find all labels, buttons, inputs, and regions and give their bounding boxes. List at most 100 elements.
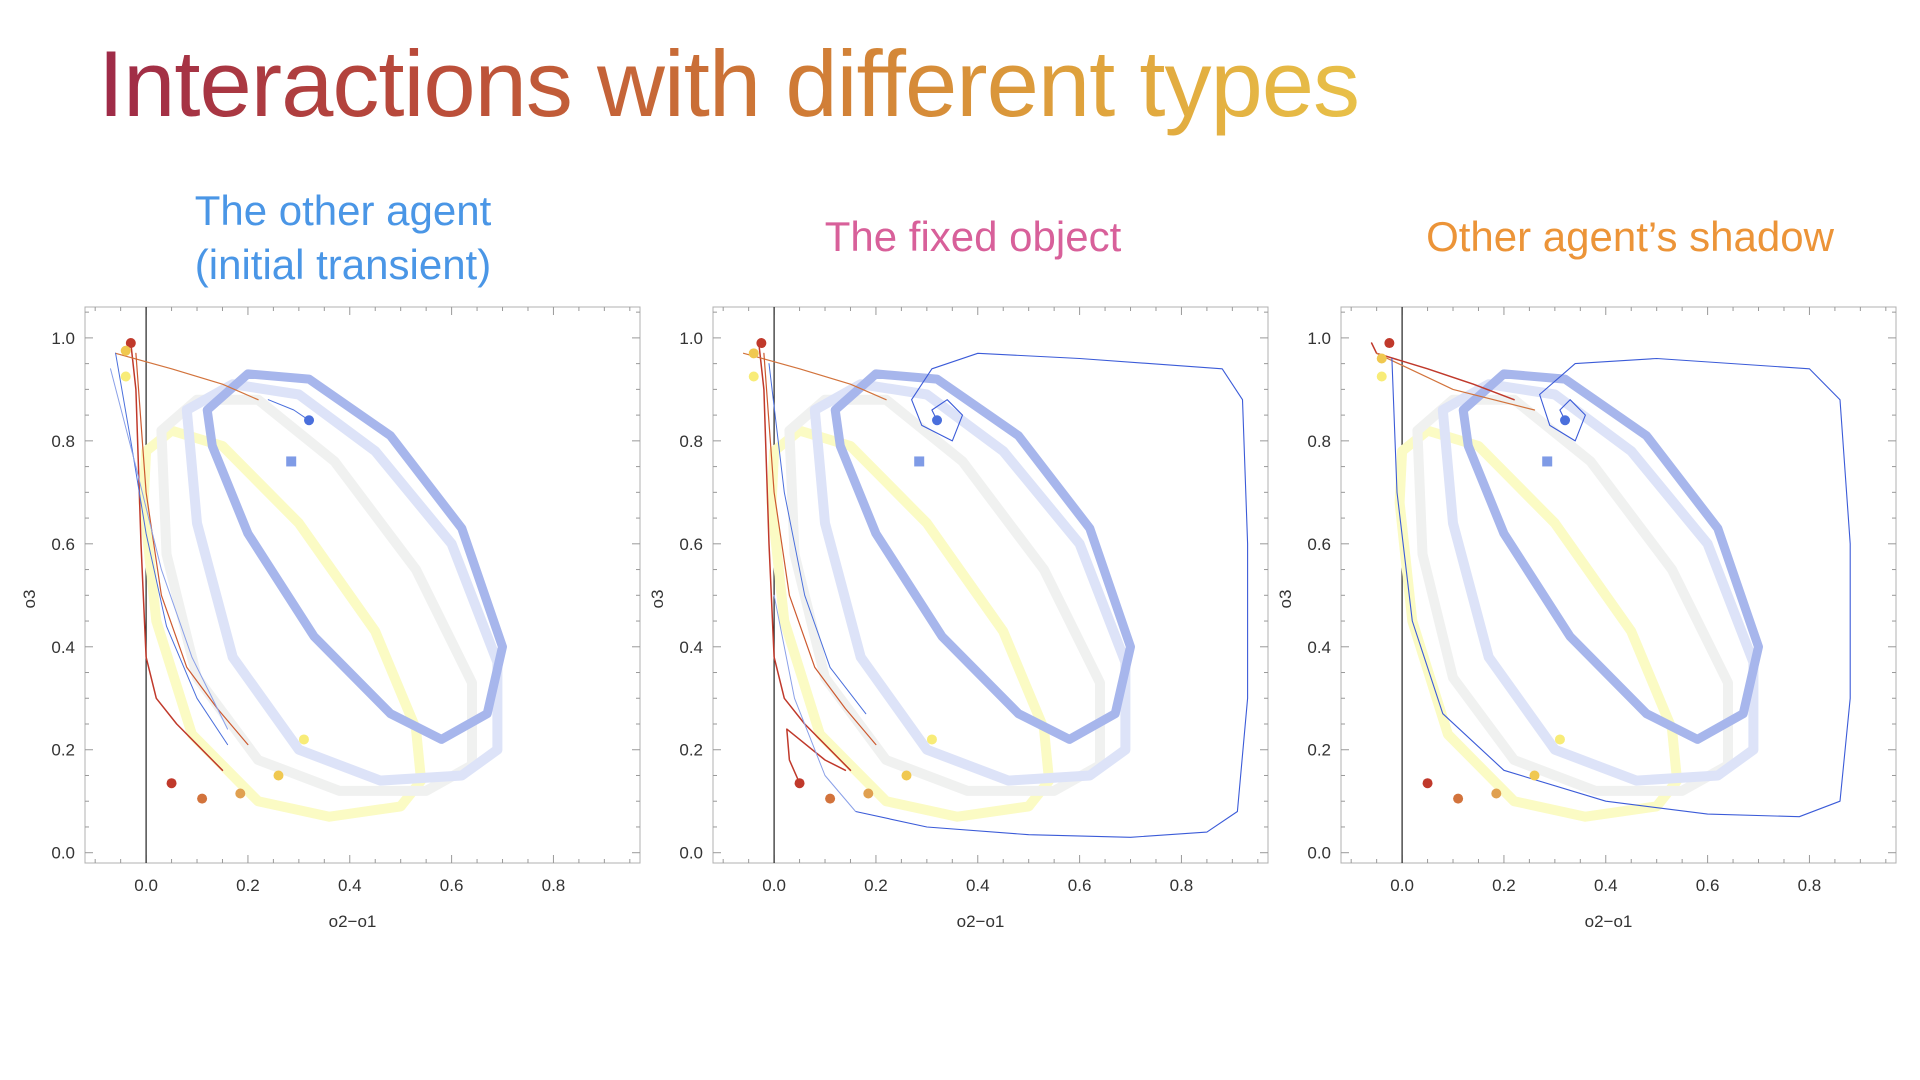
x-tick-label: 0.8: [1170, 876, 1194, 895]
x-tick-label: 0.0: [134, 876, 158, 895]
x-tick-label: 0.0: [762, 876, 786, 895]
square-marker: [914, 456, 925, 467]
phase-plot-fixed-object: 0.0 0.2 0.4 0.6 0.8 0.0 0.2 0.4 0.6 0.8 1.0 o2−o1 o3: [648, 306, 1269, 931]
data-point-5: [235, 788, 246, 799]
trajectory-1: [130, 342, 224, 772]
trajectory-6: [267, 399, 310, 421]
data-point-9: [1376, 371, 1387, 382]
y-axis-label: o3: [20, 590, 39, 609]
data-point-2: [1560, 415, 1571, 426]
panel-title-line: The fixed object: [824, 213, 1122, 260]
data-point-6: [273, 770, 284, 781]
trajectory-2: [1376, 352, 1536, 411]
slide-title: Interactions with different types: [98, 28, 1360, 141]
y-tick-label: 0.8: [679, 432, 703, 451]
plot-frame: [712, 306, 1269, 864]
x-tick-label: 0.8: [1798, 876, 1822, 895]
x-axis-label: o2−o1: [1585, 912, 1633, 931]
limit-cycle-4: [830, 369, 1135, 744]
trajectory-5: [110, 368, 229, 730]
data-point-7: [926, 734, 937, 745]
data-point-2: [932, 415, 943, 426]
panel-title-other-agent: The other agent (initial transient): [33, 184, 653, 292]
limit-cycle-3: [809, 379, 1131, 786]
y-tick-label: 1.0: [51, 329, 75, 348]
y-tick-label: 0.6: [51, 535, 75, 554]
trajectory-3: [135, 352, 249, 746]
data-point-5: [1491, 788, 1502, 799]
square-marker: [286, 456, 297, 467]
trajectory-5: [768, 363, 867, 715]
trajectory-2: [115, 352, 259, 401]
x-axis-label: o2−o1: [329, 912, 377, 931]
x-tick-label: 0.2: [1492, 876, 1516, 895]
y-axis-label: o3: [648, 590, 667, 609]
data-point-8: [748, 348, 759, 359]
y-tick-label: 0.6: [679, 535, 703, 554]
x-tick-label: 0.2: [864, 876, 888, 895]
y-tick-label: 0.6: [1307, 535, 1331, 554]
panel-title-agent-shadow: Other agent’s shadow: [1320, 210, 1920, 264]
y-tick-label: 0.8: [51, 432, 75, 451]
data-point-4: [1453, 793, 1464, 804]
x-tick-label: 0.4: [966, 876, 990, 895]
trajectory-3: [763, 352, 877, 746]
plot-frame: [84, 306, 641, 864]
limit-cycle-3: [181, 379, 503, 786]
y-tick-label: 0.2: [679, 741, 703, 760]
data-point-1: [1384, 338, 1395, 349]
data-point-7: [1554, 734, 1565, 745]
y-tick-label: 0.8: [1307, 432, 1331, 451]
data-point-9: [748, 371, 759, 382]
trajectory-3: [1391, 357, 1851, 818]
x-tick-label: 0.2: [236, 876, 260, 895]
trajectory-1: [1370, 342, 1515, 401]
data-point-4: [197, 793, 208, 804]
data-point-1: [756, 338, 767, 349]
data-point-9: [120, 371, 131, 382]
x-tick-label: 0.0: [1390, 876, 1414, 895]
square-marker: [1542, 456, 1553, 467]
panel-title-line: Other agent’s shadow: [1426, 213, 1834, 260]
data-point-6: [1529, 770, 1540, 781]
trajectory-6: [855, 352, 1249, 838]
x-tick-label: 0.6: [440, 876, 464, 895]
data-point-8: [1376, 353, 1387, 364]
trajectory-1: [758, 342, 852, 772]
data-point-2: [304, 415, 315, 426]
data-point-6: [901, 770, 912, 781]
phase-plot-agent-shadow: 0.0 0.2 0.4 0.6 0.8 0.0 0.2 0.4 0.6 0.8 1.0 o2−o1 o3: [1276, 306, 1897, 931]
panel-title-line: The other agent: [194, 187, 492, 234]
y-tick-label: 0.4: [679, 638, 703, 657]
panel-title-fixed-object: The fixed object: [663, 210, 1283, 264]
y-tick-label: 0.0: [1307, 844, 1331, 863]
trajectory-4: [786, 728, 847, 784]
data-point-3: [1422, 778, 1433, 789]
trajectory-2: [743, 352, 887, 401]
x-tick-label: 0.6: [1068, 876, 1092, 895]
limit-cycle-3: [1437, 379, 1759, 786]
y-tick-label: 0.0: [51, 844, 75, 863]
data-point-4: [825, 793, 836, 804]
limit-cycle-4: [1458, 369, 1763, 744]
y-tick-label: 0.4: [1307, 638, 1331, 657]
data-point-8: [120, 345, 131, 356]
x-tick-label: 0.6: [1696, 876, 1720, 895]
trajectory-4: [115, 352, 229, 746]
y-tick-label: 1.0: [1307, 329, 1331, 348]
data-point-5: [863, 788, 874, 799]
limit-cycle-4: [202, 369, 507, 744]
data-point-1: [125, 338, 136, 349]
y-tick-label: 0.2: [1307, 741, 1331, 760]
y-tick-label: 0.0: [679, 844, 703, 863]
x-axis-label: o2−o1: [957, 912, 1005, 931]
panel-title-line: (initial transient): [194, 241, 492, 288]
y-tick-label: 1.0: [679, 329, 703, 348]
y-tick-label: 0.2: [51, 741, 75, 760]
plot-frame: [1340, 306, 1897, 864]
data-point-3: [166, 778, 177, 789]
x-tick-label: 0.4: [1594, 876, 1618, 895]
trajectory-7: [773, 594, 857, 812]
x-tick-label: 0.4: [338, 876, 362, 895]
data-point-7: [298, 734, 309, 745]
